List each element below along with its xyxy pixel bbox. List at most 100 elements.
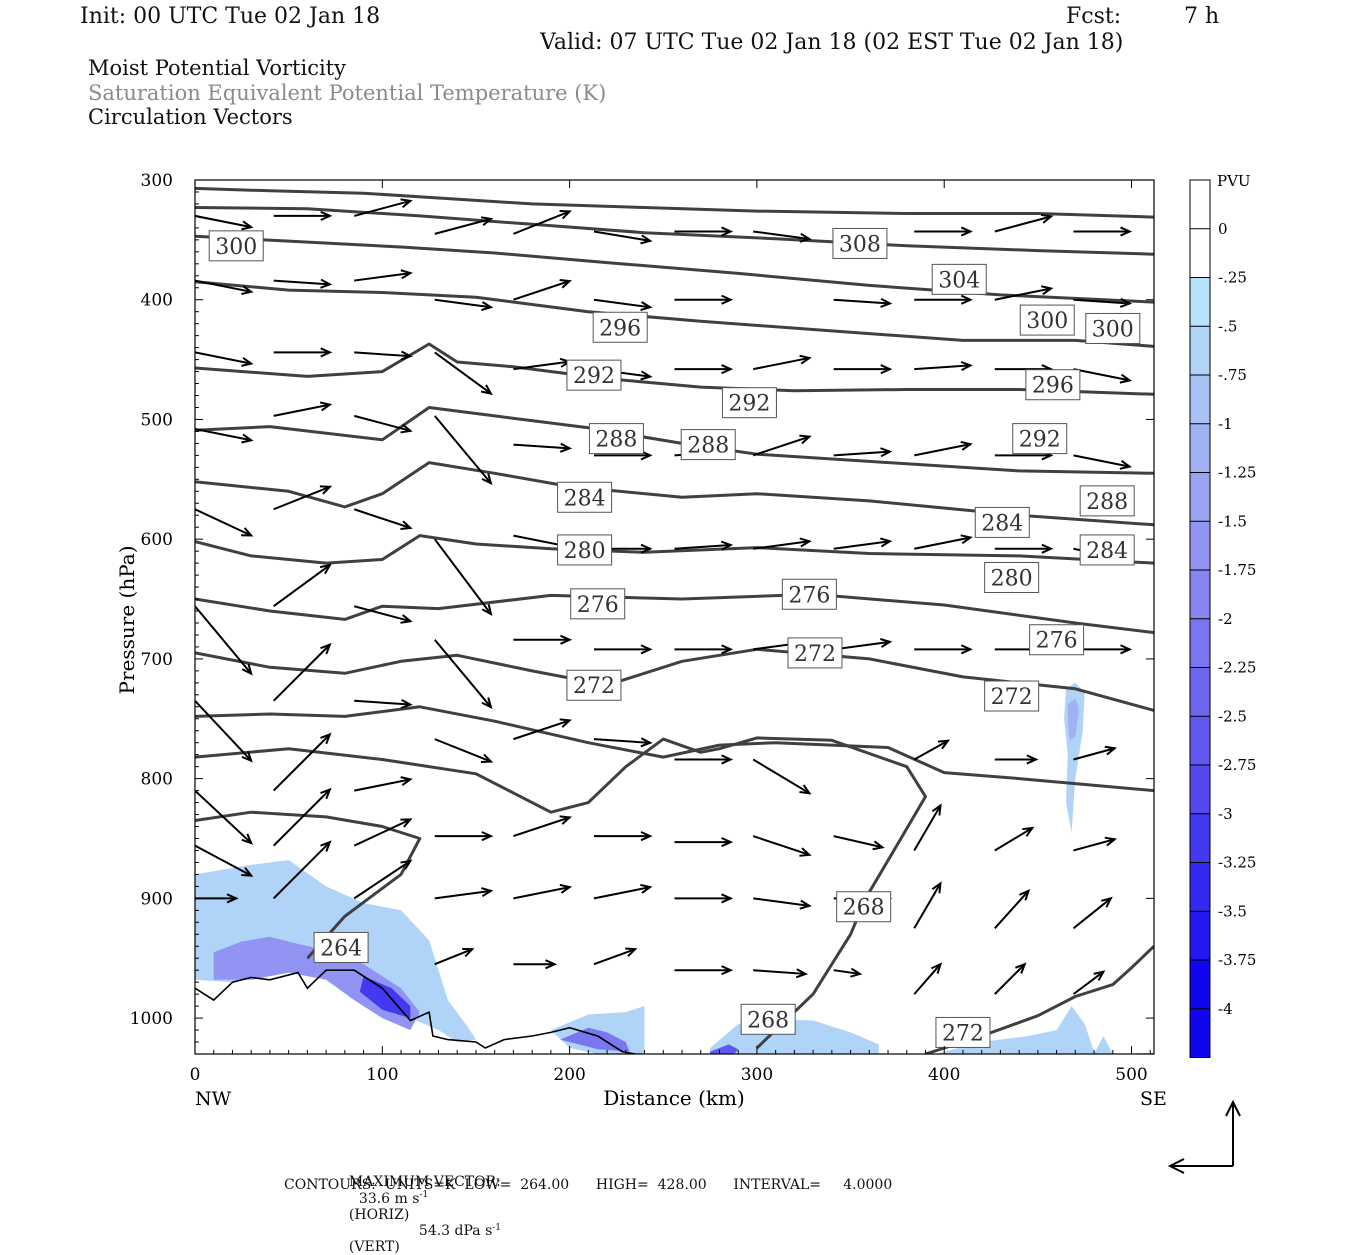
max-vector-label: MAXIMUM VECTOR:: [348, 1174, 501, 1190]
colorbar-label: -.25: [1218, 269, 1247, 287]
vector-head: [400, 269, 413, 280]
vector-head: [559, 883, 573, 894]
vector-shaft: [753, 897, 810, 907]
contour-label: 288: [595, 428, 637, 453]
circulation-vector: [752, 835, 812, 857]
colorbar-label: -4: [1218, 1000, 1233, 1018]
circulation-vector: [753, 537, 812, 550]
circulation-vector: [833, 835, 885, 851]
vector-shaft: [353, 818, 411, 847]
vector-head: [1119, 297, 1133, 308]
vector-head: [1041, 285, 1054, 296]
vector-head: [481, 887, 494, 897]
vector-head: [721, 965, 734, 976]
colorbar-swatch: [1190, 911, 1210, 960]
circulation-vector: [752, 434, 812, 457]
vector-shaft: [273, 403, 331, 417]
circulation-vector: [593, 298, 653, 312]
vector-head: [1040, 213, 1054, 224]
circulation-vector: [195, 214, 254, 231]
contour-label-box: [1079, 485, 1135, 517]
contour-label-box: [1029, 624, 1085, 656]
vector-head: [960, 361, 973, 371]
vector-shaft: [353, 860, 411, 900]
vector-head: [1093, 970, 1106, 981]
colorbar-swatch: [1190, 277, 1210, 327]
y-tick-label: 400: [141, 291, 173, 311]
vector-shaft: [353, 199, 411, 217]
vector-head: [320, 642, 332, 655]
contour-label: 300: [1026, 309, 1068, 334]
circulation-vector: [195, 844, 254, 877]
circulation-vector: [914, 361, 973, 371]
vector-shaft: [914, 443, 971, 457]
vector-head: [960, 226, 973, 237]
circulation-vector: [353, 605, 413, 624]
vector-shaft: [513, 360, 570, 371]
circulation-vector: [195, 351, 254, 367]
vector-head: [930, 962, 943, 975]
vector-shaft: [513, 443, 570, 450]
vert-exponent: -1: [492, 1222, 502, 1233]
vector-shaft: [1073, 747, 1115, 761]
contour-label-box: [1085, 312, 1141, 344]
circulation-vector: [354, 269, 413, 282]
contour-label-box: [557, 481, 613, 513]
contour-label: 296: [599, 316, 641, 341]
contour-label-box: [313, 931, 369, 963]
horiz-exponent: -1: [419, 1190, 429, 1200]
circulation-vector: [273, 485, 333, 511]
circulation-vector: [593, 831, 653, 842]
colorbar-label: -3.5: [1218, 902, 1247, 920]
vector-head: [640, 370, 653, 381]
vector-shaft: [913, 963, 942, 995]
vector-head: [480, 384, 493, 396]
vector-shaft: [195, 508, 252, 537]
circulation-vector: [752, 354, 812, 371]
circulation-vector: [433, 415, 493, 486]
circulation-vector: [354, 350, 413, 361]
isentrope-304: [195, 206, 1154, 256]
vector-head: [481, 604, 493, 617]
max-vector-vert: 54.3 dPa s: [418, 1223, 493, 1240]
circulation-vector: [513, 442, 573, 453]
vector-shaft: [272, 733, 331, 792]
pv-region: [359, 976, 411, 1019]
circulation-vector: [593, 947, 638, 966]
isentrope-308: [195, 186, 1154, 219]
vector-shaft: [914, 364, 971, 371]
vector-head: [400, 520, 413, 530]
contour-label: 276: [577, 593, 619, 618]
contour-label-box: [1012, 423, 1068, 455]
vector-head: [640, 450, 653, 461]
vector-head: [721, 754, 734, 765]
vector-shaft: [433, 415, 492, 484]
vector-shaft: [434, 889, 492, 900]
circulation-vector: [434, 831, 494, 842]
vector-head: [241, 357, 254, 367]
vector-head: [241, 833, 253, 845]
vector-head: [320, 210, 333, 221]
contour-label: 284: [1086, 539, 1128, 564]
vector-shaft: [195, 279, 252, 293]
isentrope-264: [195, 810, 422, 960]
vector-shaft: [513, 816, 570, 838]
contour-label-box: [570, 588, 626, 620]
vector-head: [880, 364, 893, 375]
reference-vector-icon: [1167, 1099, 1241, 1174]
vector-shaft: [674, 544, 731, 550]
circulation-vector: [914, 534, 973, 550]
circulation-vector: [434, 738, 494, 763]
colorbar-swatch: [1190, 472, 1210, 522]
vector-head: [462, 947, 475, 958]
circulation-vector: [914, 226, 973, 237]
contour-label: 272: [794, 642, 836, 667]
circulation-vector: [513, 883, 573, 900]
colorbar-swatch: [1190, 813, 1210, 863]
vector-head: [545, 959, 558, 970]
contour-label-box: [781, 578, 837, 610]
vector-head: [721, 294, 734, 305]
vector-head: [1026, 754, 1039, 765]
vector-head: [721, 837, 734, 848]
vector-head: [625, 947, 638, 957]
